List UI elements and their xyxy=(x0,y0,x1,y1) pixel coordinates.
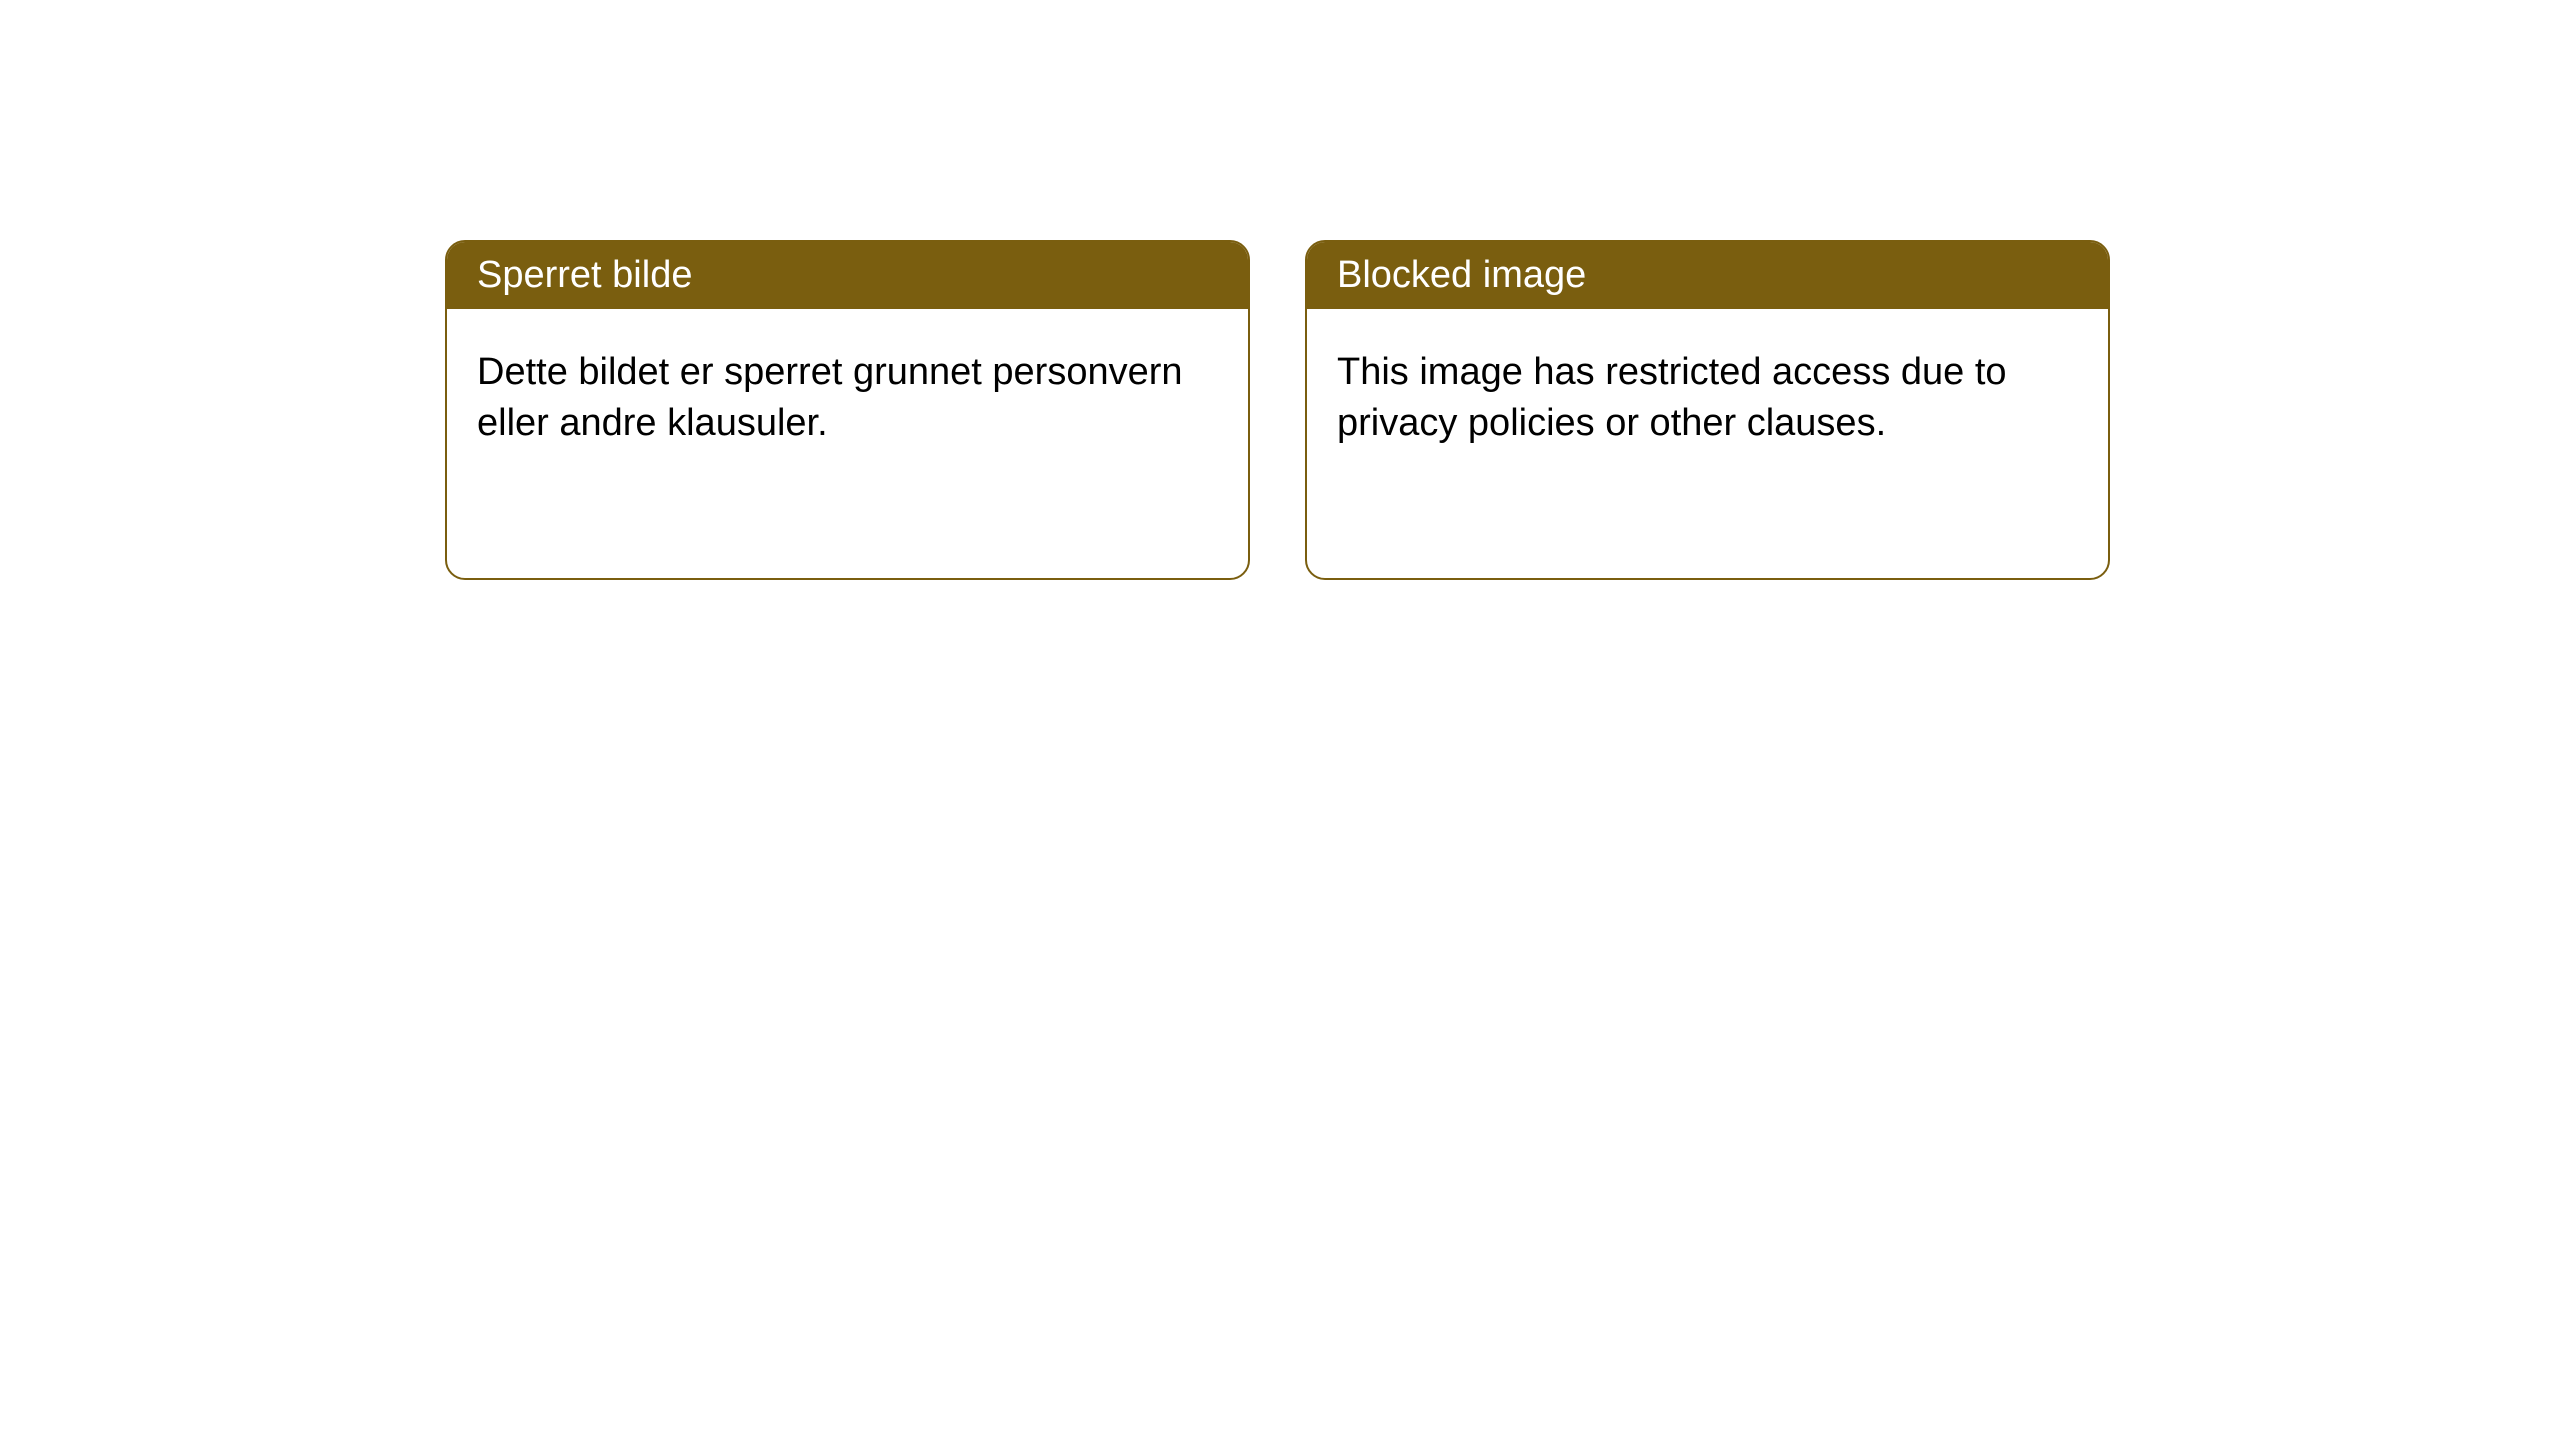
notice-container: Sperret bilde Dette bildet er sperret gr… xyxy=(0,0,2560,580)
notice-card-norwegian: Sperret bilde Dette bildet er sperret gr… xyxy=(445,240,1250,580)
notice-card-header: Blocked image xyxy=(1307,242,2108,309)
notice-card-title: Blocked image xyxy=(1337,254,1586,296)
notice-card-body: Dette bildet er sperret grunnet personve… xyxy=(447,309,1248,488)
notice-card-header: Sperret bilde xyxy=(447,242,1248,309)
notice-card-text: This image has restricted access due to … xyxy=(1337,351,2007,444)
notice-card-text: Dette bildet er sperret grunnet personve… xyxy=(477,351,1183,444)
notice-card-title: Sperret bilde xyxy=(477,254,692,296)
notice-card-english: Blocked image This image has restricted … xyxy=(1305,240,2110,580)
notice-card-body: This image has restricted access due to … xyxy=(1307,309,2108,488)
